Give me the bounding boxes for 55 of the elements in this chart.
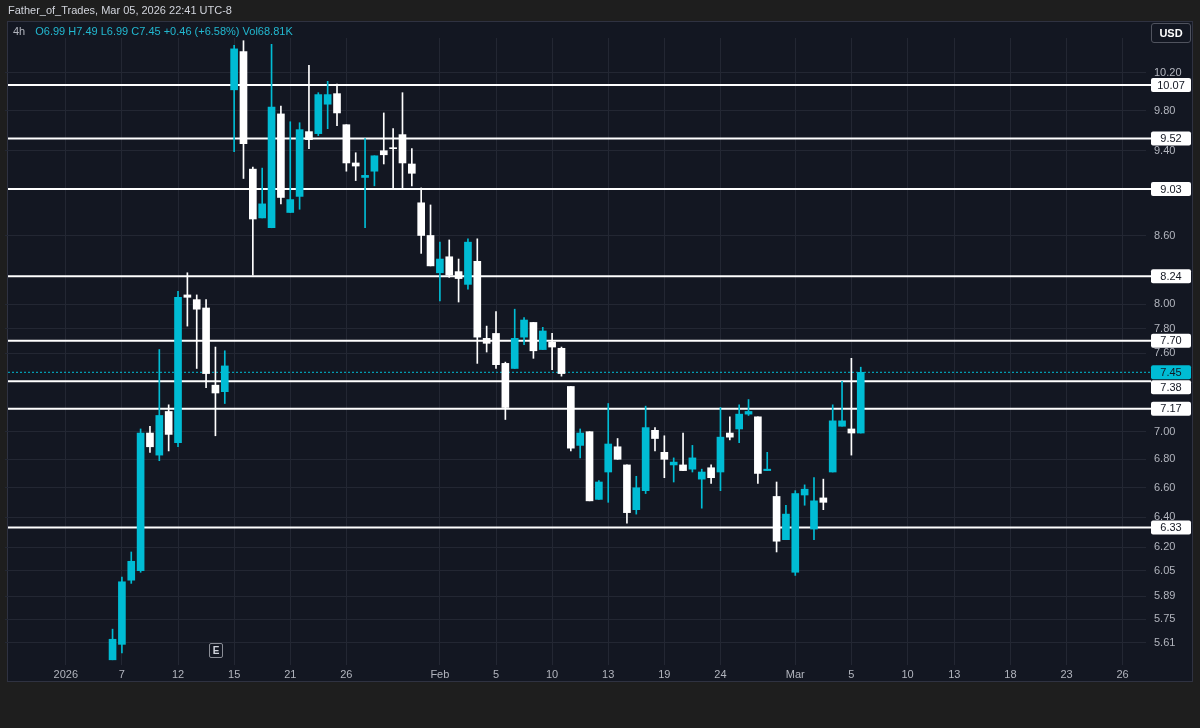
y-tick-label: 5.89 bbox=[1154, 589, 1176, 602]
x-tick-label: 18 bbox=[1004, 667, 1017, 680]
ref-line-label: 7.70 bbox=[1160, 334, 1182, 347]
x-tick-label: 23 bbox=[1060, 667, 1073, 680]
x-tick-label: 5 bbox=[848, 667, 855, 680]
y-tick-label: 6.80 bbox=[1154, 452, 1176, 465]
text: USD bbox=[1151, 23, 1191, 43]
x-tick-label: 10 bbox=[901, 667, 914, 680]
y-tick-label: 6.40 bbox=[1154, 510, 1176, 523]
text: Father_of_Trades, Mar 05, 2026 22:41 UTC-8 bbox=[8, 3, 232, 17]
chart-title: 4h bbox=[13, 25, 26, 37]
x-tick-label: 5 bbox=[492, 667, 500, 680]
x-tick-label: 13 bbox=[602, 667, 615, 680]
chart-subtitle: O6.99 H7.49 L6.99 C7.45 +0.46 (+6.58%) Vol68.81K bbox=[35, 25, 293, 37]
x-tick-label: 15 bbox=[228, 667, 241, 680]
y-tick-label: 9.40 bbox=[1154, 143, 1176, 156]
ref-line-label: 8.24 bbox=[1160, 269, 1182, 282]
y-tick-label: 5.75 bbox=[1154, 612, 1176, 625]
x-tick-label: 2026 bbox=[53, 667, 79, 680]
ref-line-label: 7.38 bbox=[1160, 380, 1182, 393]
x-tick-label: 19 bbox=[658, 667, 671, 680]
ref-line-label: 6.33 bbox=[1160, 521, 1182, 534]
ref-line-label: 7.17 bbox=[1160, 402, 1182, 415]
candlestick bbox=[436, 241, 444, 302]
ref-line-label: 10.07 bbox=[1157, 78, 1185, 91]
y-tick-label: 9.80 bbox=[1154, 104, 1176, 117]
y-tick-label: 8.60 bbox=[1154, 228, 1176, 241]
x-tick-label: 24 bbox=[714, 667, 727, 680]
candlestick bbox=[679, 432, 687, 471]
y-tick-label: 7.60 bbox=[1154, 346, 1176, 359]
x-tick-label: 10 bbox=[545, 667, 559, 680]
candlestick bbox=[286, 121, 295, 213]
x-tick-label: 12 bbox=[171, 667, 185, 680]
ref-line-label: 7.45 bbox=[1160, 365, 1182, 378]
x-tick-label: 26 bbox=[1116, 667, 1129, 680]
candlestick bbox=[697, 468, 706, 509]
x-tick-label: 21 bbox=[284, 667, 297, 680]
x-tick-label: 7 bbox=[118, 667, 125, 680]
ref-line-label: 9.52 bbox=[1160, 132, 1182, 145]
annotation: E bbox=[209, 643, 223, 658]
x-tick-label: Mar bbox=[785, 667, 806, 680]
y-tick-label: 6.60 bbox=[1154, 480, 1176, 493]
y-tick-label: 5.61 bbox=[1154, 635, 1176, 648]
y-tick-label: 7.00 bbox=[1154, 424, 1176, 437]
y-tick-label: 7.80 bbox=[1154, 321, 1176, 334]
y-tick-label: 6.20 bbox=[1154, 540, 1176, 553]
ref-line-label: 9.03 bbox=[1160, 182, 1182, 195]
candlestick bbox=[361, 138, 369, 229]
y-tick-label: 10.20 bbox=[1154, 65, 1182, 78]
y-tick-label: 6.05 bbox=[1154, 563, 1176, 576]
candlestick bbox=[763, 451, 772, 471]
x-tick-label: Feb bbox=[430, 667, 450, 680]
x-tick-label: 13 bbox=[948, 667, 961, 680]
y-tick-label: 8.00 bbox=[1154, 297, 1176, 310]
x-tick-label: 26 bbox=[340, 667, 353, 680]
